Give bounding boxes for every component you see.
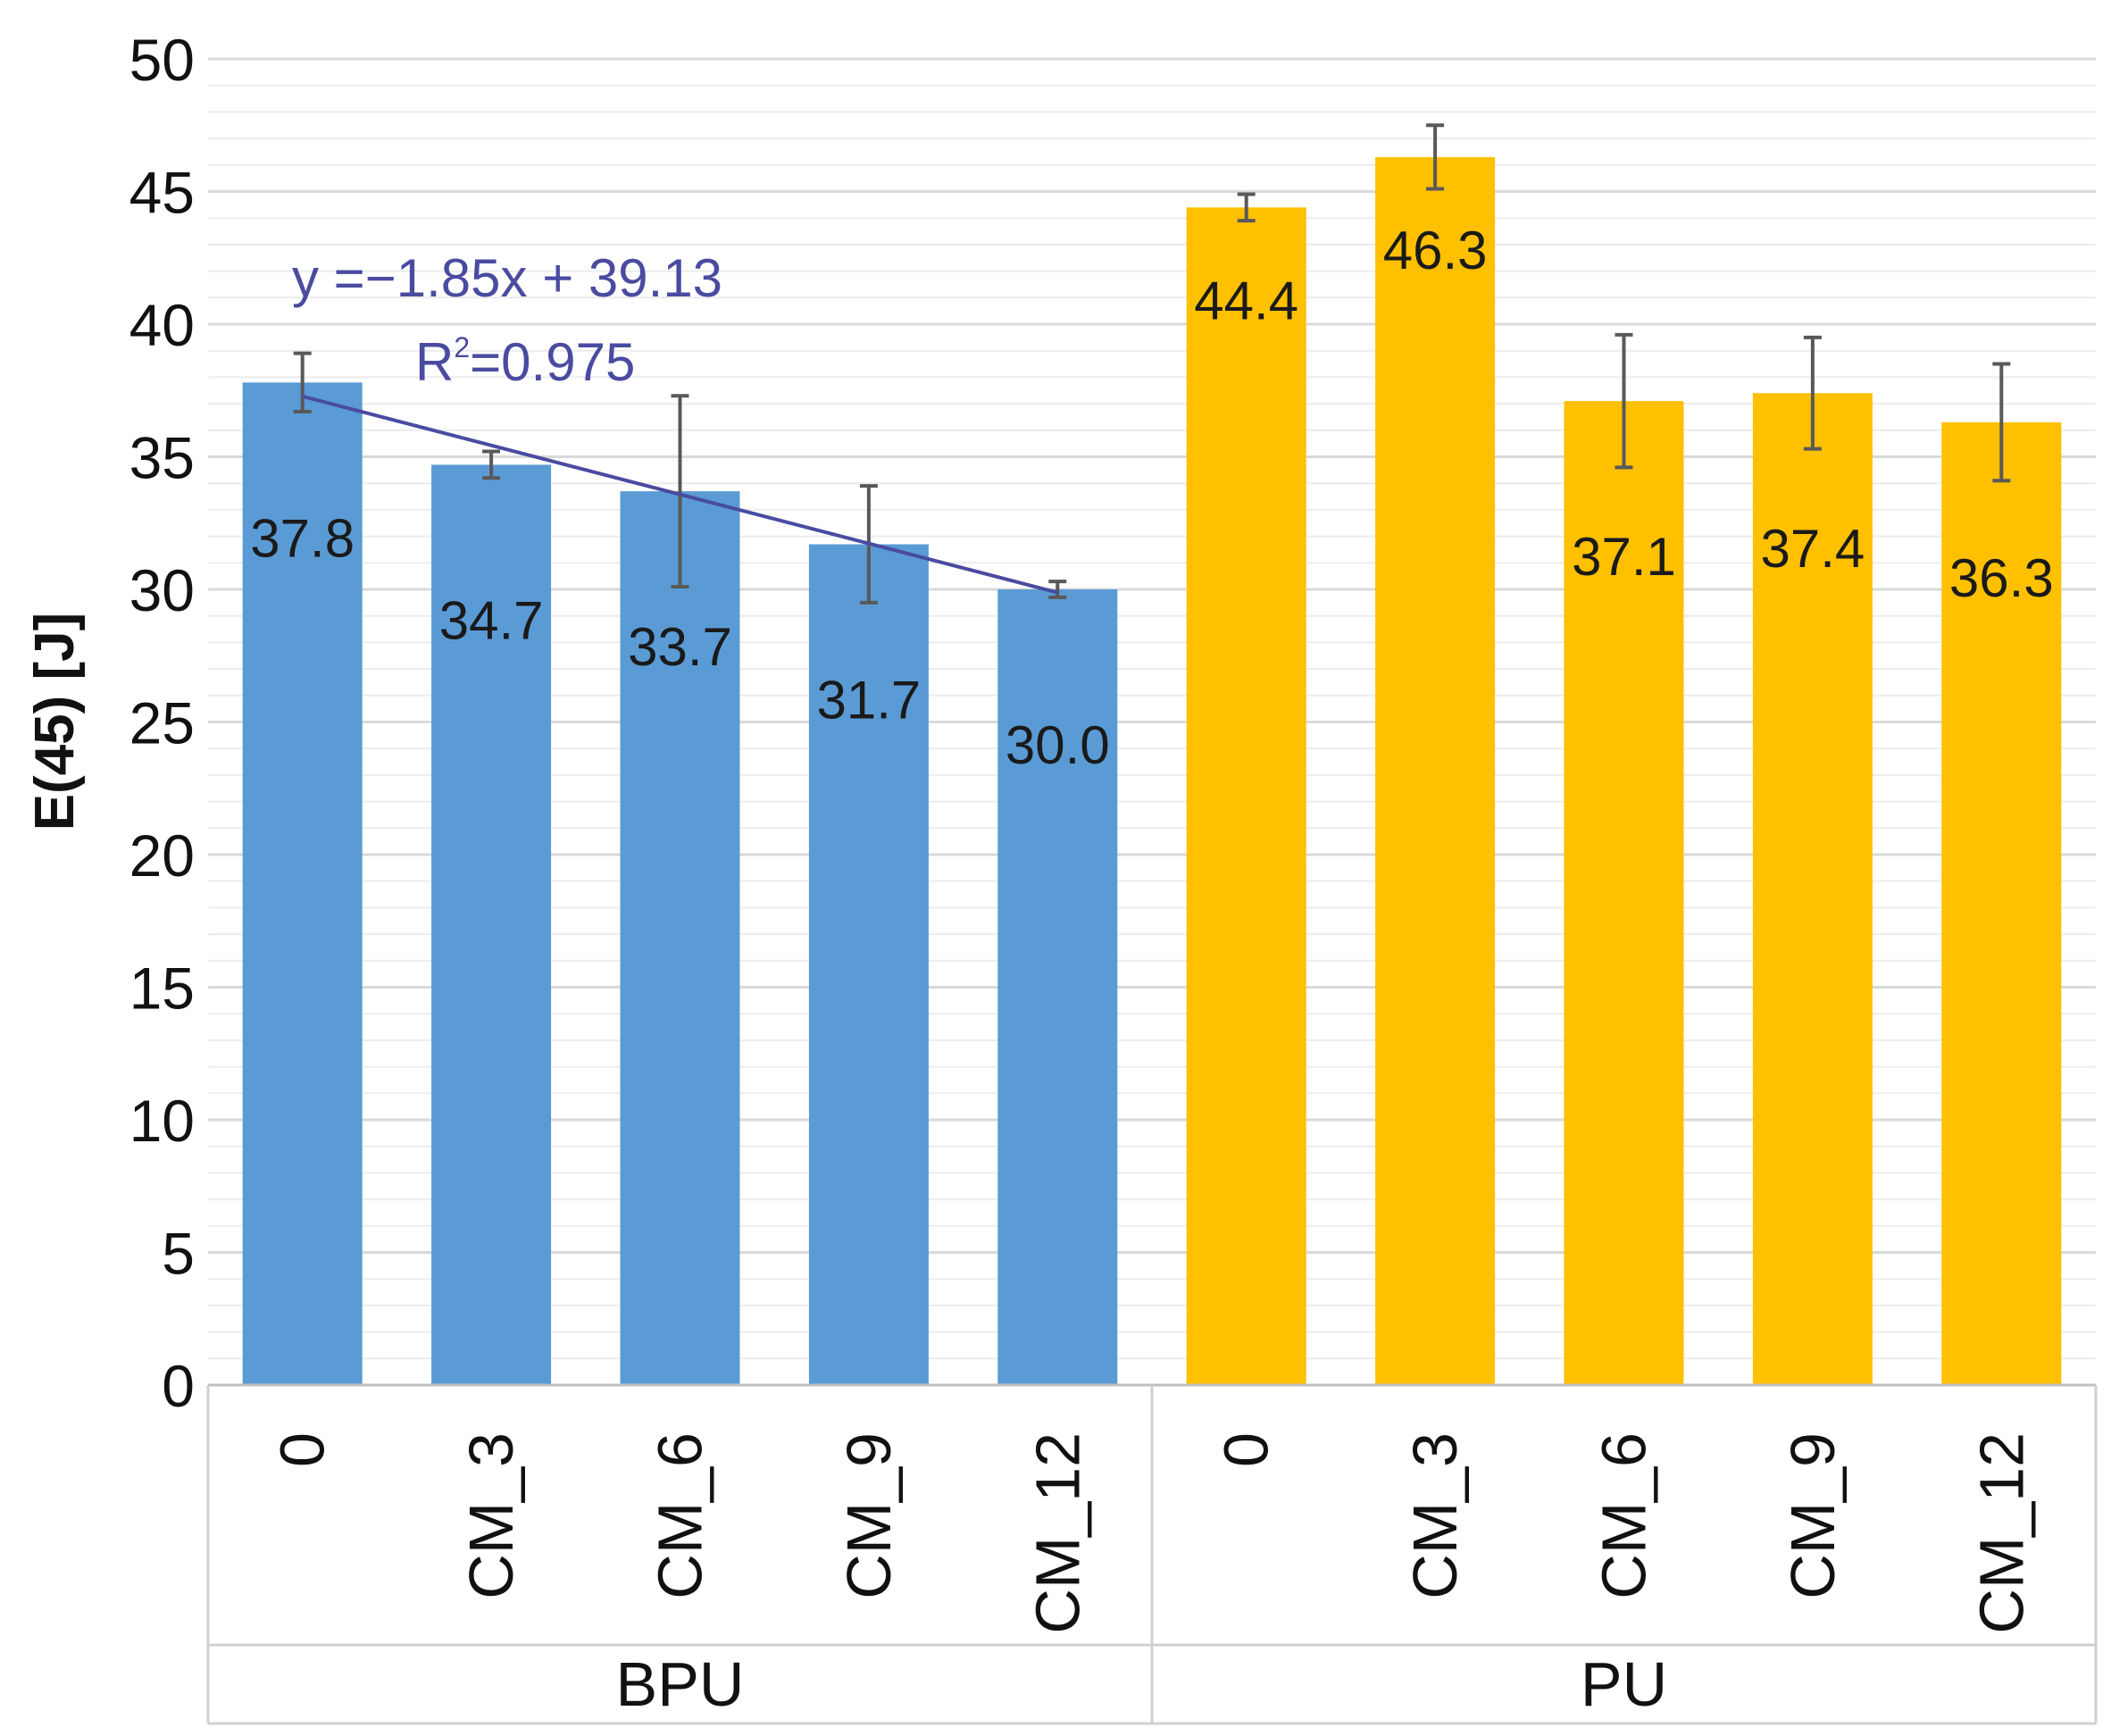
x-category-label: CM_9 — [1778, 1432, 1848, 1599]
y-tick-label: 15 — [129, 956, 195, 1022]
data-label: 44.4 — [1194, 271, 1298, 330]
r2-label: R — [415, 332, 454, 392]
bars — [242, 156, 2062, 1386]
group-label-pu: PU — [1581, 1649, 1667, 1719]
data-label: 36.3 — [1949, 548, 2054, 608]
data-label: 37.4 — [1761, 519, 1865, 579]
data-label: 37.1 — [1572, 527, 1676, 587]
y-tick-label: 20 — [129, 822, 195, 889]
r2-value: =0.975 — [470, 332, 635, 392]
bar-bpu-0 — [242, 382, 363, 1386]
x-category-label: CM_12 — [1966, 1432, 2036, 1634]
x-category-label: CM_6 — [1590, 1432, 1659, 1599]
error-bars — [293, 123, 2011, 605]
data-label: 31.7 — [817, 671, 922, 730]
y-tick-label: 0 — [162, 1353, 195, 1419]
trendline-r2: R2=0.975 — [415, 331, 635, 392]
data-label: 34.7 — [439, 590, 544, 650]
x-category-label: CM_12 — [1022, 1432, 1092, 1634]
y-tick-label: 50 — [129, 27, 195, 93]
y-tick-label: 10 — [129, 1088, 195, 1154]
y-tick-label: 25 — [129, 690, 195, 756]
y-tick-label: 30 — [129, 557, 195, 623]
y-tick-label: 35 — [129, 425, 195, 491]
axes: 0 5 10 15 20 25 30 35 40 45 50 0 CM_3 CM_6 CM_9 CM_12 0 C… — [129, 27, 2098, 1725]
bar-bpu-cm-9 — [808, 544, 929, 1385]
data-label: 46.3 — [1383, 221, 1488, 280]
data-labels: 37.8 34.7 33.7 31.7 30.0 44.4 46.3 37.1 37.4 36.3 — [250, 221, 2053, 775]
trendline-equation: y =−1.85x + 39.13 — [292, 248, 722, 308]
bar-bpu-cm-6 — [620, 491, 740, 1385]
bar-pu-cm-12 — [1941, 421, 2062, 1385]
r2-superscript: 2 — [454, 331, 470, 363]
x-category-label: CM_3 — [1400, 1432, 1470, 1599]
y-tick-label: 40 — [129, 292, 195, 358]
bar-bpu-cm-12 — [997, 589, 1118, 1385]
y-axis-title: E(45) [J] — [24, 613, 86, 831]
trendline-group: y =−1.85x + 39.13 R2=0.975 — [292, 248, 1058, 595]
x-category-label: 0 — [268, 1432, 338, 1467]
x-category-label: 0 — [1212, 1432, 1281, 1467]
bar-pu-cm-6 — [1564, 401, 1684, 1385]
bar-pu-0 — [1186, 207, 1306, 1385]
bar-bpu-cm-3 — [431, 464, 552, 1386]
x-category-label: CM_3 — [456, 1432, 526, 1599]
y-tick-label: 5 — [162, 1221, 195, 1287]
data-label: 33.7 — [628, 617, 732, 677]
bar-pu-cm-3 — [1375, 156, 1496, 1385]
bar-pu-cm-9 — [1752, 393, 1873, 1386]
x-category-label: CM_6 — [646, 1432, 715, 1599]
x-category-label: CM_9 — [834, 1432, 904, 1599]
group-label-bpu: BPU — [616, 1649, 745, 1719]
data-label: 37.8 — [250, 508, 355, 568]
data-label: 30.0 — [1005, 715, 1110, 775]
y-tick-label: 45 — [129, 160, 195, 226]
trendline — [302, 394, 1058, 595]
